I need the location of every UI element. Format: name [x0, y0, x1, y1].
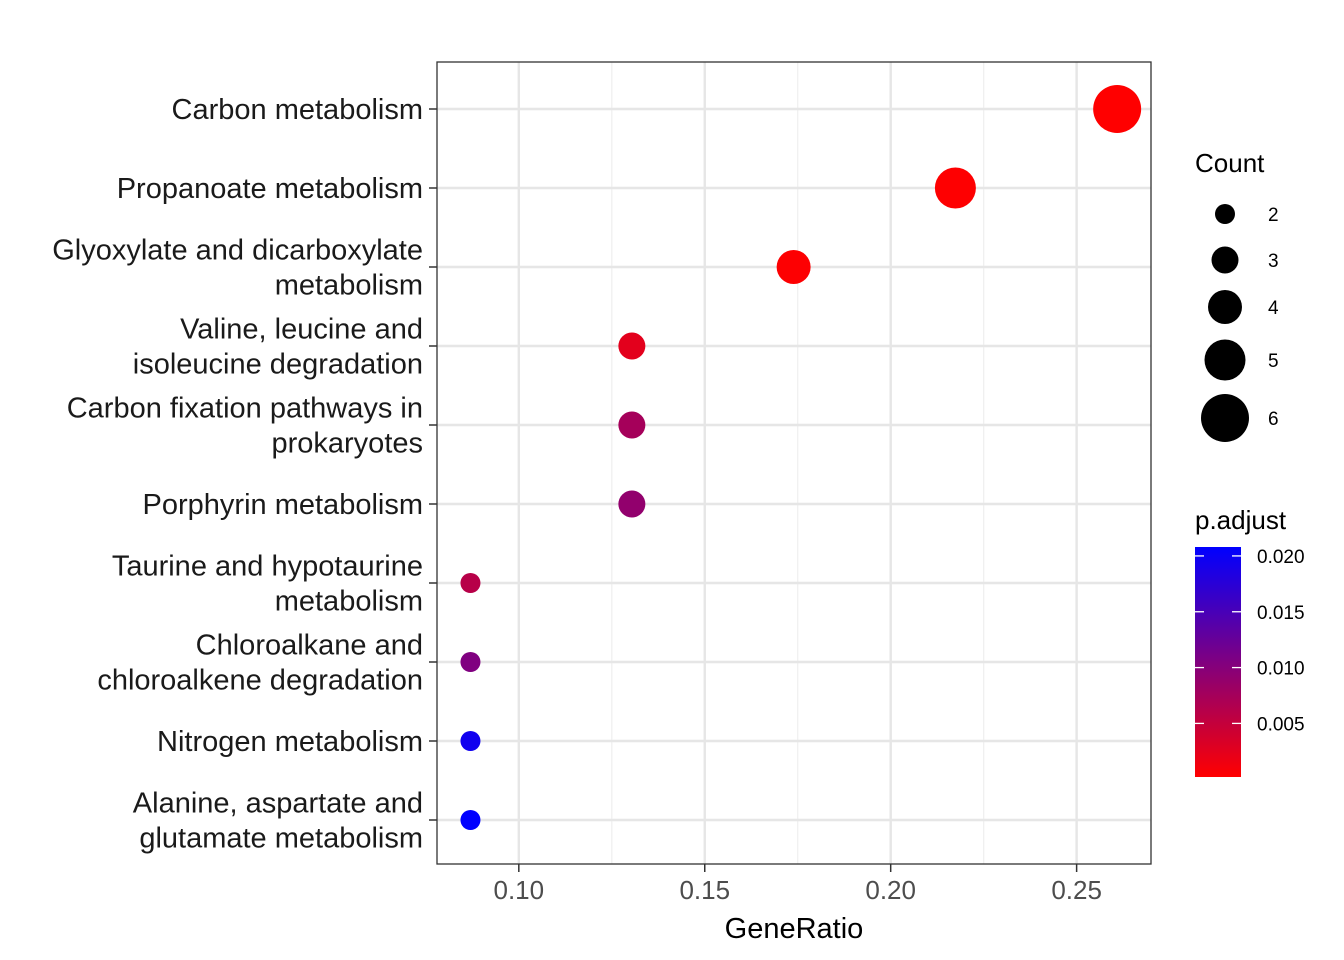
y-tick-label: Valine, leucine and isoleucine degradatio…	[133, 314, 423, 381]
size-legend-label: 4	[1268, 298, 1279, 319]
y-tick-label: Porphyrin metabolism	[143, 489, 423, 521]
y-tick-label: Alanine, aspartate and glutamate metaboli…	[133, 788, 423, 855]
y-tick-label: Glyoxylate and dicarboxylate metabolism	[52, 235, 423, 302]
size-legend: Count 2 3 4 5 6	[1195, 148, 1279, 442]
plot-panel-border	[436, 61, 1152, 865]
x-tick-label: 0.25	[1051, 875, 1102, 905]
y-tick-label: Taurine and hypotaurine metabolism	[112, 551, 423, 618]
data-point	[460, 573, 481, 593]
points-layer	[460, 85, 1142, 830]
color-legend-label: 0.015	[1257, 603, 1305, 624]
color-legend-label: 0.010	[1257, 659, 1305, 680]
size-legend-label: 5	[1268, 351, 1279, 372]
size-legend-label: 6	[1268, 409, 1279, 430]
size-legend-key	[1211, 246, 1239, 274]
size-legend-key	[1201, 394, 1249, 442]
x-axis: 0.10 0.15 0.20 0.25	[494, 864, 1102, 905]
x-tick-label: 0.20	[865, 875, 916, 905]
data-point	[618, 332, 646, 360]
size-legend-label: 2	[1268, 205, 1279, 226]
size-legend-title: Count	[1195, 148, 1265, 178]
y-tick-label: Propanoate metabolism	[117, 173, 423, 205]
x-tick-label: 0.15	[679, 875, 730, 905]
y-tick-label: Chloroalkane and chloroalkene degradation	[97, 630, 423, 697]
x-tick-label: 0.10	[494, 875, 545, 905]
size-legend-key	[1215, 204, 1235, 224]
y-tick-label: Carbon fixation pathways in prokaryotes	[67, 393, 423, 460]
color-legend: p.adjust 0.005 0.010 0.015 0.020	[1195, 505, 1305, 777]
data-point	[776, 250, 811, 284]
color-legend-title: p.adjust	[1195, 505, 1287, 535]
data-point	[934, 167, 976, 209]
data-point	[460, 652, 481, 672]
data-point	[618, 490, 646, 518]
data-point	[460, 731, 481, 751]
x-axis-title: GeneRatio	[725, 913, 864, 945]
y-axis: Carbon metabolism Propanoate metabolism Gl…	[52, 94, 437, 855]
size-legend-label: 3	[1268, 251, 1279, 272]
size-legend-key	[1208, 290, 1242, 324]
y-tick-label: Nitrogen metabolism	[157, 726, 423, 758]
data-point	[1093, 85, 1142, 133]
size-legend-key	[1204, 339, 1246, 381]
y-tick-label: Carbon metabolism	[172, 94, 423, 126]
color-legend-bar	[1195, 547, 1241, 777]
color-legend-label: 0.005	[1257, 714, 1305, 735]
data-point	[618, 411, 646, 439]
data-point	[460, 810, 481, 830]
color-legend-label: 0.020	[1257, 547, 1305, 568]
